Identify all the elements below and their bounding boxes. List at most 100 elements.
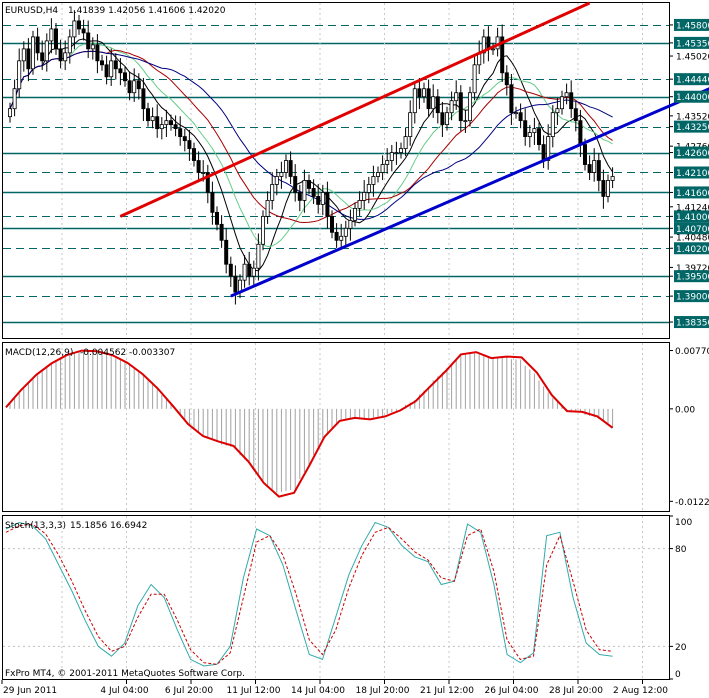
price-tick-label: 1.41600: [676, 189, 709, 199]
candle-body: [265, 200, 270, 217]
price-label-bg: [674, 242, 709, 255]
price-tick-label: 1.45800: [676, 21, 709, 31]
candle-body: [490, 48, 495, 51]
price-tick-label: 1.44440: [676, 76, 709, 86]
candle-body: [247, 263, 252, 277]
price-tick-label: 1.41000: [676, 213, 709, 223]
candle-body: [233, 275, 238, 293]
price-label-bg: [674, 222, 709, 235]
candle-body: [431, 96, 436, 110]
candle-body: [77, 20, 82, 30]
time-grid: [61, 3, 643, 679]
candle-body: [279, 172, 284, 177]
trend-line: [119, 1, 591, 218]
candle-body: [173, 124, 178, 130]
price-label-bg: [674, 210, 709, 223]
price-label-bg: [674, 166, 709, 179]
candle-body: [104, 64, 109, 78]
candle-body: [380, 164, 385, 173]
candle-body: [325, 192, 330, 217]
candle-body: [123, 72, 128, 82]
candle-body: [546, 136, 551, 161]
candle-body: [21, 48, 26, 62]
candle-body: [260, 215, 265, 245]
candle-body: [141, 88, 146, 110]
time-tick-label: 26 Jul 04:00: [485, 686, 539, 696]
candle-body: [366, 184, 371, 193]
stoch-main-line: [5, 521, 613, 667]
candle-body: [127, 80, 132, 94]
candle-body: [30, 36, 35, 70]
candle-body: [26, 48, 31, 70]
candle-body: [417, 88, 422, 98]
candle-body: [224, 239, 229, 265]
candle-body: [302, 180, 307, 201]
trend-line: [230, 87, 709, 298]
stoch-pane-frame: [2, 515, 670, 680]
candle-body: [509, 84, 514, 114]
candle-body: [541, 144, 546, 161]
candle-body: [375, 172, 380, 177]
candle-body: [251, 267, 256, 277]
moving-average-line: [9, 42, 613, 248]
stoch-tick-label: 100: [675, 518, 692, 528]
candle-body: [72, 20, 77, 38]
price-label-bg: [674, 186, 709, 199]
candle-body: [343, 227, 348, 237]
candle-body: [270, 184, 275, 201]
candle-body: [583, 144, 588, 165]
price-label-bg: [674, 90, 709, 103]
candle-body: [164, 120, 169, 126]
candle-body: [311, 188, 316, 197]
candle-body: [518, 112, 523, 122]
candle-body: [596, 160, 601, 181]
candle-body: [449, 100, 454, 114]
macd-tick-label: 0.007703: [675, 347, 709, 357]
price-tick-label: 1.42600: [676, 149, 709, 159]
price-label-bg: [674, 270, 709, 283]
time-tick-label: 6 Jul 20:00: [165, 686, 214, 696]
candle-body: [306, 180, 311, 189]
stoch-title: Stoch(13,3,3): [5, 521, 66, 531]
candle-body: [159, 124, 164, 130]
candle-body: [205, 172, 210, 193]
candle-body: [573, 108, 578, 122]
macd-header-values: -0.004562 -0.003307: [80, 348, 175, 358]
candle-body: [371, 176, 376, 185]
candle-body: [398, 148, 403, 153]
candle-body: [394, 152, 399, 154]
price-tick-label: 1.41240: [676, 203, 709, 213]
candle-body: [67, 36, 72, 54]
candle-body: [504, 72, 509, 86]
candle-body: [288, 160, 293, 177]
time-tick-label: 28 Jul 20:00: [549, 686, 603, 696]
stoch-signal-line: [5, 523, 613, 665]
time-tick-label: 18 Jul 20:00: [356, 686, 410, 696]
candle-body: [352, 207, 357, 221]
candle-body: [49, 28, 54, 42]
price-pane-frame: [2, 2, 670, 339]
candle-body: [435, 96, 440, 114]
candle-body: [54, 28, 59, 50]
candle-body: [481, 36, 486, 54]
candle-body: [362, 192, 367, 201]
candle-body: [256, 243, 261, 269]
candle-body: [514, 112, 519, 115]
macd-tick-label: 0.00: [675, 405, 695, 415]
price-tick-label: 1.40200: [676, 245, 709, 255]
stoch-header-values: 15.1856 16.6942: [70, 521, 147, 531]
candle-body: [81, 28, 86, 34]
price-tick-label: 1.43520: [676, 112, 709, 122]
candle-body: [86, 32, 91, 50]
candle-body: [109, 60, 114, 78]
candle-body: [601, 180, 606, 197]
time-axis: 29 Jun 2011 4 Jul 04:00 6 Jul 20:00 11 Jul …: [1, 680, 668, 696]
price-tick-label: 1.45350: [676, 39, 709, 49]
price-tick-label: 1.40480: [676, 234, 709, 244]
stoch-tick-label: 20: [675, 643, 687, 653]
candle-body: [334, 231, 339, 241]
price-label-bg: [674, 18, 709, 31]
